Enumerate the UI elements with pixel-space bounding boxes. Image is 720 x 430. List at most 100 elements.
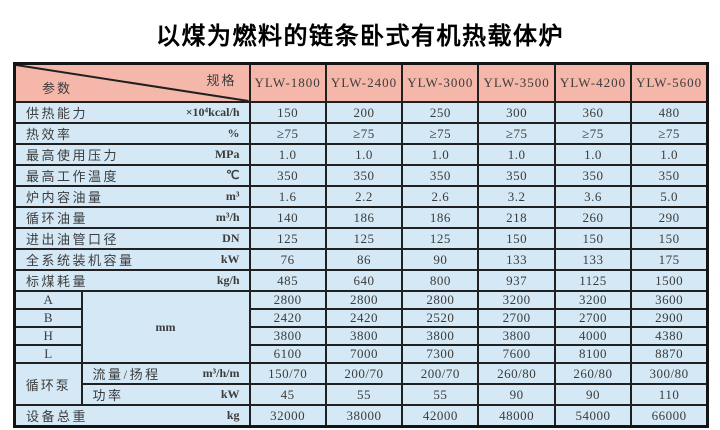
table-cell: 90 <box>401 248 480 271</box>
column-header: YLW-4200 <box>553 62 633 103</box>
table-row-pump-flow: 循环泵 流量/扬程 m³/h/m 150/70 200/70 200/70 260… <box>13 362 709 406</box>
row-unit: m³ <box>225 189 240 203</box>
header-row: 规格 参数 YLW-1800 YLW-2400 YLW-3000 YLW-350… <box>13 62 709 103</box>
table-row: 最高使用压力 MPa 1.0 1.0 1.0 1.0 1.0 1.0 <box>13 143 709 166</box>
table-cell: 86 <box>324 248 404 271</box>
table-cell: 76 <box>248 248 327 271</box>
table-cell: 1.0 <box>401 143 480 166</box>
table-cell: 1.0 <box>324 143 404 166</box>
row-label: 功率 <box>92 388 124 403</box>
table-cell: 1.0 <box>477 143 556 166</box>
table-cell: 3800 <box>324 326 404 346</box>
table-row: 最高工作温度 ℃ 350 350 350 350 350 350 <box>13 164 709 187</box>
row-label: 进出油管口径 <box>26 232 120 247</box>
table-cell: 2420 <box>324 308 404 328</box>
table-cell: 2800 <box>324 290 404 310</box>
table-cell: 66000 <box>630 404 709 428</box>
table-cell: 2700 <box>477 308 556 328</box>
row-header: 循环油量 m³/h <box>13 206 251 229</box>
row-unit: kg/h <box>216 273 240 287</box>
table-cell: 3800 <box>401 326 480 346</box>
table-cell: 290 <box>630 206 709 229</box>
table-cell: 140 <box>248 206 327 229</box>
table-cell: 7000 <box>324 344 404 364</box>
table-cell: 250 <box>401 101 480 124</box>
row-unit: kW <box>220 252 240 266</box>
row-unit: DN <box>222 231 240 245</box>
table-cell: 200 <box>324 101 404 124</box>
table-cell: 300 <box>477 101 556 124</box>
table-cell: 2800 <box>401 290 480 310</box>
row-label: 热效率 <box>26 127 73 142</box>
table-row-total: 设备总重 kg 32000 38000 42000 48000 54000 660… <box>13 404 709 428</box>
table-cell: 8100 <box>553 344 633 364</box>
table-cell: 350 <box>248 164 327 187</box>
table-cell: ≥75 <box>630 122 709 145</box>
row-header: 进出油管口径 DN <box>13 227 251 250</box>
row-label: 最高使用压力 <box>26 148 120 163</box>
table-cell: 3200 <box>477 290 556 310</box>
table-row: 供热能力 ×10⁴kcal/h 150 200 250 300 360 480 <box>13 101 709 124</box>
row-unit: kW <box>220 387 240 401</box>
table-cell: ≥75 <box>553 122 633 145</box>
table-cell: 150 <box>477 227 556 250</box>
table-cell: 3800 <box>477 326 556 346</box>
row-header: 最高工作温度 ℃ <box>13 164 251 187</box>
table-cell: 150 <box>248 101 327 124</box>
row-header: 炉内容油量 m³ <box>13 185 251 208</box>
table-cell: 1.6 <box>248 185 327 208</box>
table-cell: 6100 <box>248 344 327 364</box>
table-row-dim-l: L 6100 7000 7300 7600 8100 8870 <box>13 344 709 364</box>
table-cell: 1.0 <box>630 143 709 166</box>
table-cell: 260/80 <box>477 362 556 385</box>
row-header: 设备总重 kg <box>13 404 251 428</box>
pump-group-label: 循环泵 <box>13 362 83 406</box>
table-cell: 150 <box>630 227 709 250</box>
dim-label: H <box>13 326 83 346</box>
row-header: 功率 kW <box>80 383 251 406</box>
table-cell: 55 <box>324 383 404 406</box>
table-cell: 2.2 <box>324 185 404 208</box>
page-title: 以煤为燃料的链条卧式有机热载体炉 <box>156 23 564 50</box>
table-row: 全系统装机容量 kW 76 86 90 133 133 175 <box>13 248 709 271</box>
table-cell: 4000 <box>553 326 633 346</box>
table-row-dim-h: H 3800 3800 3800 3800 4000 4380 <box>13 326 709 346</box>
row-header: 供热能力 ×10⁴kcal/h <box>13 101 251 124</box>
table-row-dim-b: B 2420 2420 2520 2700 2700 2900 <box>13 308 709 328</box>
dim-label: B <box>13 308 83 328</box>
table-cell: 350 <box>630 164 709 187</box>
table-cell: 640 <box>324 269 404 292</box>
table-cell: 200/70 <box>401 362 480 385</box>
row-label: 循环油量 <box>26 211 89 226</box>
row-label: 炉内容油量 <box>26 190 104 205</box>
table-row: 标煤耗量 kg/h 485 640 800 937 1125 1500 <box>13 269 709 292</box>
table-cell: 1500 <box>630 269 709 292</box>
table-cell: 32000 <box>248 404 327 428</box>
table-cell: 3200 <box>553 290 633 310</box>
table-cell: 2.6 <box>401 185 480 208</box>
table-cell: 360 <box>553 101 633 124</box>
table-cell: 175 <box>630 248 709 271</box>
column-header: YLW-5600 <box>630 62 709 103</box>
row-label: 流量/扬程 <box>92 367 161 382</box>
table-cell: 186 <box>324 206 404 229</box>
table-cell: 48000 <box>477 404 556 428</box>
table-cell: 2520 <box>401 308 480 328</box>
dim-unit: mm <box>80 290 251 364</box>
table-cell: 125 <box>401 227 480 250</box>
table-row: 炉内容油量 m³ 1.6 2.2 2.6 3.2 3.6 5.0 <box>13 185 709 208</box>
row-header: 热效率% <box>13 122 251 145</box>
column-header: YLW-3500 <box>477 62 556 103</box>
table-cell: 42000 <box>401 404 480 428</box>
table-cell: 2420 <box>248 308 327 328</box>
table-cell: 7300 <box>401 344 480 364</box>
table-cell: 480 <box>630 101 709 124</box>
row-label: 供热能力 <box>26 106 89 121</box>
table-cell: 45 <box>248 383 327 406</box>
table-cell: 218 <box>477 206 556 229</box>
table-cell: 2900 <box>630 308 709 328</box>
table-cell: 1125 <box>553 269 633 292</box>
table-cell: 937 <box>477 269 556 292</box>
table-cell: 150/70 <box>248 362 327 385</box>
table-cell: 260/80 <box>553 362 633 385</box>
